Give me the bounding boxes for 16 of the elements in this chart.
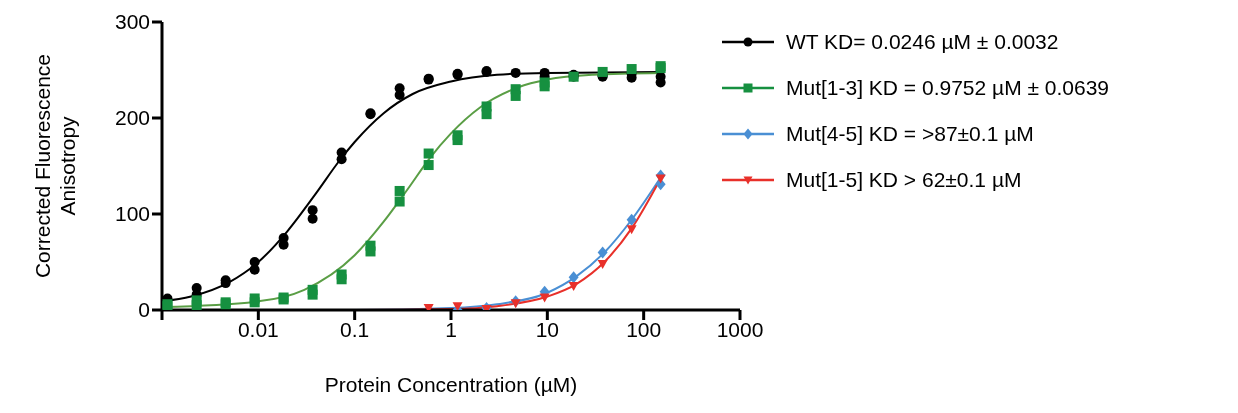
x-tick-label: 0.01	[237, 317, 279, 341]
x-tick-label: 10	[535, 317, 560, 341]
legend-label: Mut[1-3] KD = 0.9752 µM ± 0.0639	[786, 76, 1110, 100]
y-tick-label: 200	[114, 106, 150, 130]
y-axis-title: Corrected Fluorescence Anisotropy	[31, 53, 79, 279]
x-tick-label: 0.1	[340, 317, 370, 341]
y-tick-label: 100	[114, 202, 150, 226]
x-tick-label: 1000	[716, 317, 764, 341]
x-axis-title: Protein Concentration (µM)	[324, 373, 578, 396]
x-tick-label: 1	[445, 317, 457, 341]
y-tick-label: 0	[138, 298, 150, 322]
legend-label: WT KD= 0.0246 µM ± 0.0032	[786, 30, 1059, 54]
x-tick-label: 100	[626, 317, 662, 341]
legend-label: Mut[4-5] KD = >87±0.1 µM	[786, 122, 1034, 146]
legend-label: Mut[1-5] KD > 62±0.1 µM	[786, 168, 1022, 192]
y-tick-label: 300	[114, 10, 150, 34]
